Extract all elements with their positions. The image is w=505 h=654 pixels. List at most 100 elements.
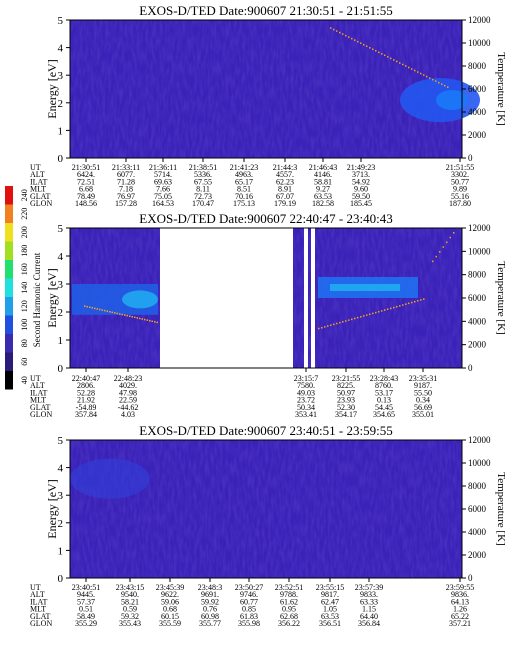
y2-tick-label: 0 (468, 573, 473, 583)
row-label: MLT (30, 605, 46, 614)
y-tick-label: 5 (58, 15, 64, 27)
temperature-point (134, 316, 136, 319)
heatmap-bright-core (436, 90, 468, 111)
x-tick-value: 23:52:51 (275, 583, 303, 592)
y-tick-label: 2 (58, 307, 64, 319)
x-tick-value: 61.83 (240, 612, 258, 621)
x-tick-value: 9.27 (316, 185, 330, 194)
y-axis-label: Energy [eV] (45, 59, 59, 118)
temperature-point (423, 298, 425, 300)
temperature-point (453, 232, 455, 234)
y-tick-label: 1 (58, 335, 64, 347)
colorbar-segment (5, 260, 13, 279)
x-tick-value: 9.60 (354, 185, 368, 194)
x-tick-value: 182.58 (312, 199, 334, 208)
x-tick-value: 356.22 (278, 619, 300, 628)
x-tick-value: 9817. (321, 590, 339, 599)
x-tick-value: 9691. (201, 590, 219, 599)
x-tick-value: 356.51 (319, 619, 341, 628)
temperature-point (417, 71, 419, 73)
y-tick-label: 4 (58, 43, 64, 55)
temperature-point (442, 246, 444, 248)
x-tick-value: 353.41 (295, 410, 317, 419)
x-tick-value: 185.45 (350, 199, 372, 208)
temperature-point (336, 322, 338, 325)
temperature-point (348, 36, 350, 38)
x-tick-value: 75.05 (154, 192, 172, 201)
y2-axis-label: Temperature [K] (495, 261, 505, 334)
x-tick-value: 1.26 (453, 605, 467, 614)
y-tick-label: 5 (58, 223, 64, 235)
x-tick-value: 23:59:55 (446, 583, 474, 592)
temperature-point (393, 59, 395, 61)
temperature-point (414, 69, 416, 72)
temperature-point (378, 51, 380, 54)
y2-tick-label: 8000 (468, 61, 487, 71)
x-tick-value: 59.92 (201, 597, 219, 606)
y2-tick-label: 12000 (468, 435, 491, 445)
temperature-point (411, 301, 413, 304)
x-tick-value: 7.66 (156, 185, 170, 194)
x-tick-value: 59.50 (352, 192, 370, 201)
temperature-point (366, 314, 368, 316)
temperature-point (99, 308, 101, 311)
heatmap-band-left-core (122, 290, 158, 309)
heatmap-band-right-core (330, 284, 400, 291)
x-tick-value: 0.68 (163, 605, 177, 614)
x-tick-value: 53.17 (375, 388, 393, 397)
y2-tick-label: 12000 (468, 15, 491, 25)
x-tick-value: 179.19 (274, 199, 296, 208)
colorbar-tick-label: 40 (20, 376, 29, 384)
heatmap-texture (70, 20, 462, 158)
temperature-point (348, 319, 350, 321)
row-label: GLAT (30, 612, 51, 621)
temperature-point (144, 318, 146, 321)
temperature-point (327, 325, 329, 327)
y2-tick-label: 2000 (468, 130, 487, 140)
x-tick-value: 21:36:11 (149, 163, 177, 172)
temperature-point (101, 309, 103, 311)
temperature-point (330, 27, 332, 29)
temperature-point (423, 74, 425, 76)
x-tick-value: 2806. (77, 381, 95, 390)
temperature-point (121, 313, 123, 316)
x-tick-value: 21:51:55 (446, 163, 474, 172)
temperature-point (375, 50, 377, 52)
temperature-point (420, 72, 422, 75)
temperature-point (402, 63, 404, 66)
temperature-point (339, 31, 341, 34)
x-tick-value: 0.51 (79, 605, 93, 614)
x-tick-value: 54.45 (375, 403, 393, 412)
x-tick-value: 8.11 (196, 185, 210, 194)
y2-tick-label: 0 (468, 363, 473, 373)
temperature-point (399, 62, 401, 64)
row-label: GLON (30, 410, 52, 419)
temperature-point (408, 66, 410, 69)
y-tick-label: 1 (58, 125, 64, 137)
chart-title: EXOS-D/TED Date:900607 21:30:51 - 21:51:… (139, 3, 392, 18)
x-tick-value: 21:49:23 (347, 163, 375, 172)
temperature-point (124, 314, 126, 316)
y2-tick-label: 12000 (468, 223, 491, 233)
x-tick-value: 0.85 (242, 605, 256, 614)
temperature-point (390, 307, 392, 310)
x-tick-value: 355.77 (199, 619, 221, 628)
colorbar-label: Second Harmonic Current (32, 252, 42, 347)
y-tick-label: 0 (58, 153, 64, 165)
x-tick-value: 22.59 (119, 396, 137, 405)
temperature-point (351, 318, 353, 321)
colorbar-tick-label: 120 (20, 300, 29, 312)
x-tick-value: 357.21 (449, 619, 471, 628)
x-tick-value: 76.97 (117, 192, 135, 201)
row-label: ILAT (30, 388, 47, 397)
temperature-point (354, 317, 356, 320)
temperature-point (402, 304, 404, 306)
row-label: GLON (30, 199, 52, 208)
x-tick-value: 21:33:11 (112, 163, 140, 172)
y-axis-label: Energy [eV] (45, 268, 59, 327)
temperature-point (333, 28, 335, 31)
y2-axis-label: Temperature [K] (495, 472, 505, 545)
x-tick-value: 170.47 (192, 199, 214, 208)
temperature-point (149, 319, 151, 322)
temperature-point (139, 317, 141, 320)
